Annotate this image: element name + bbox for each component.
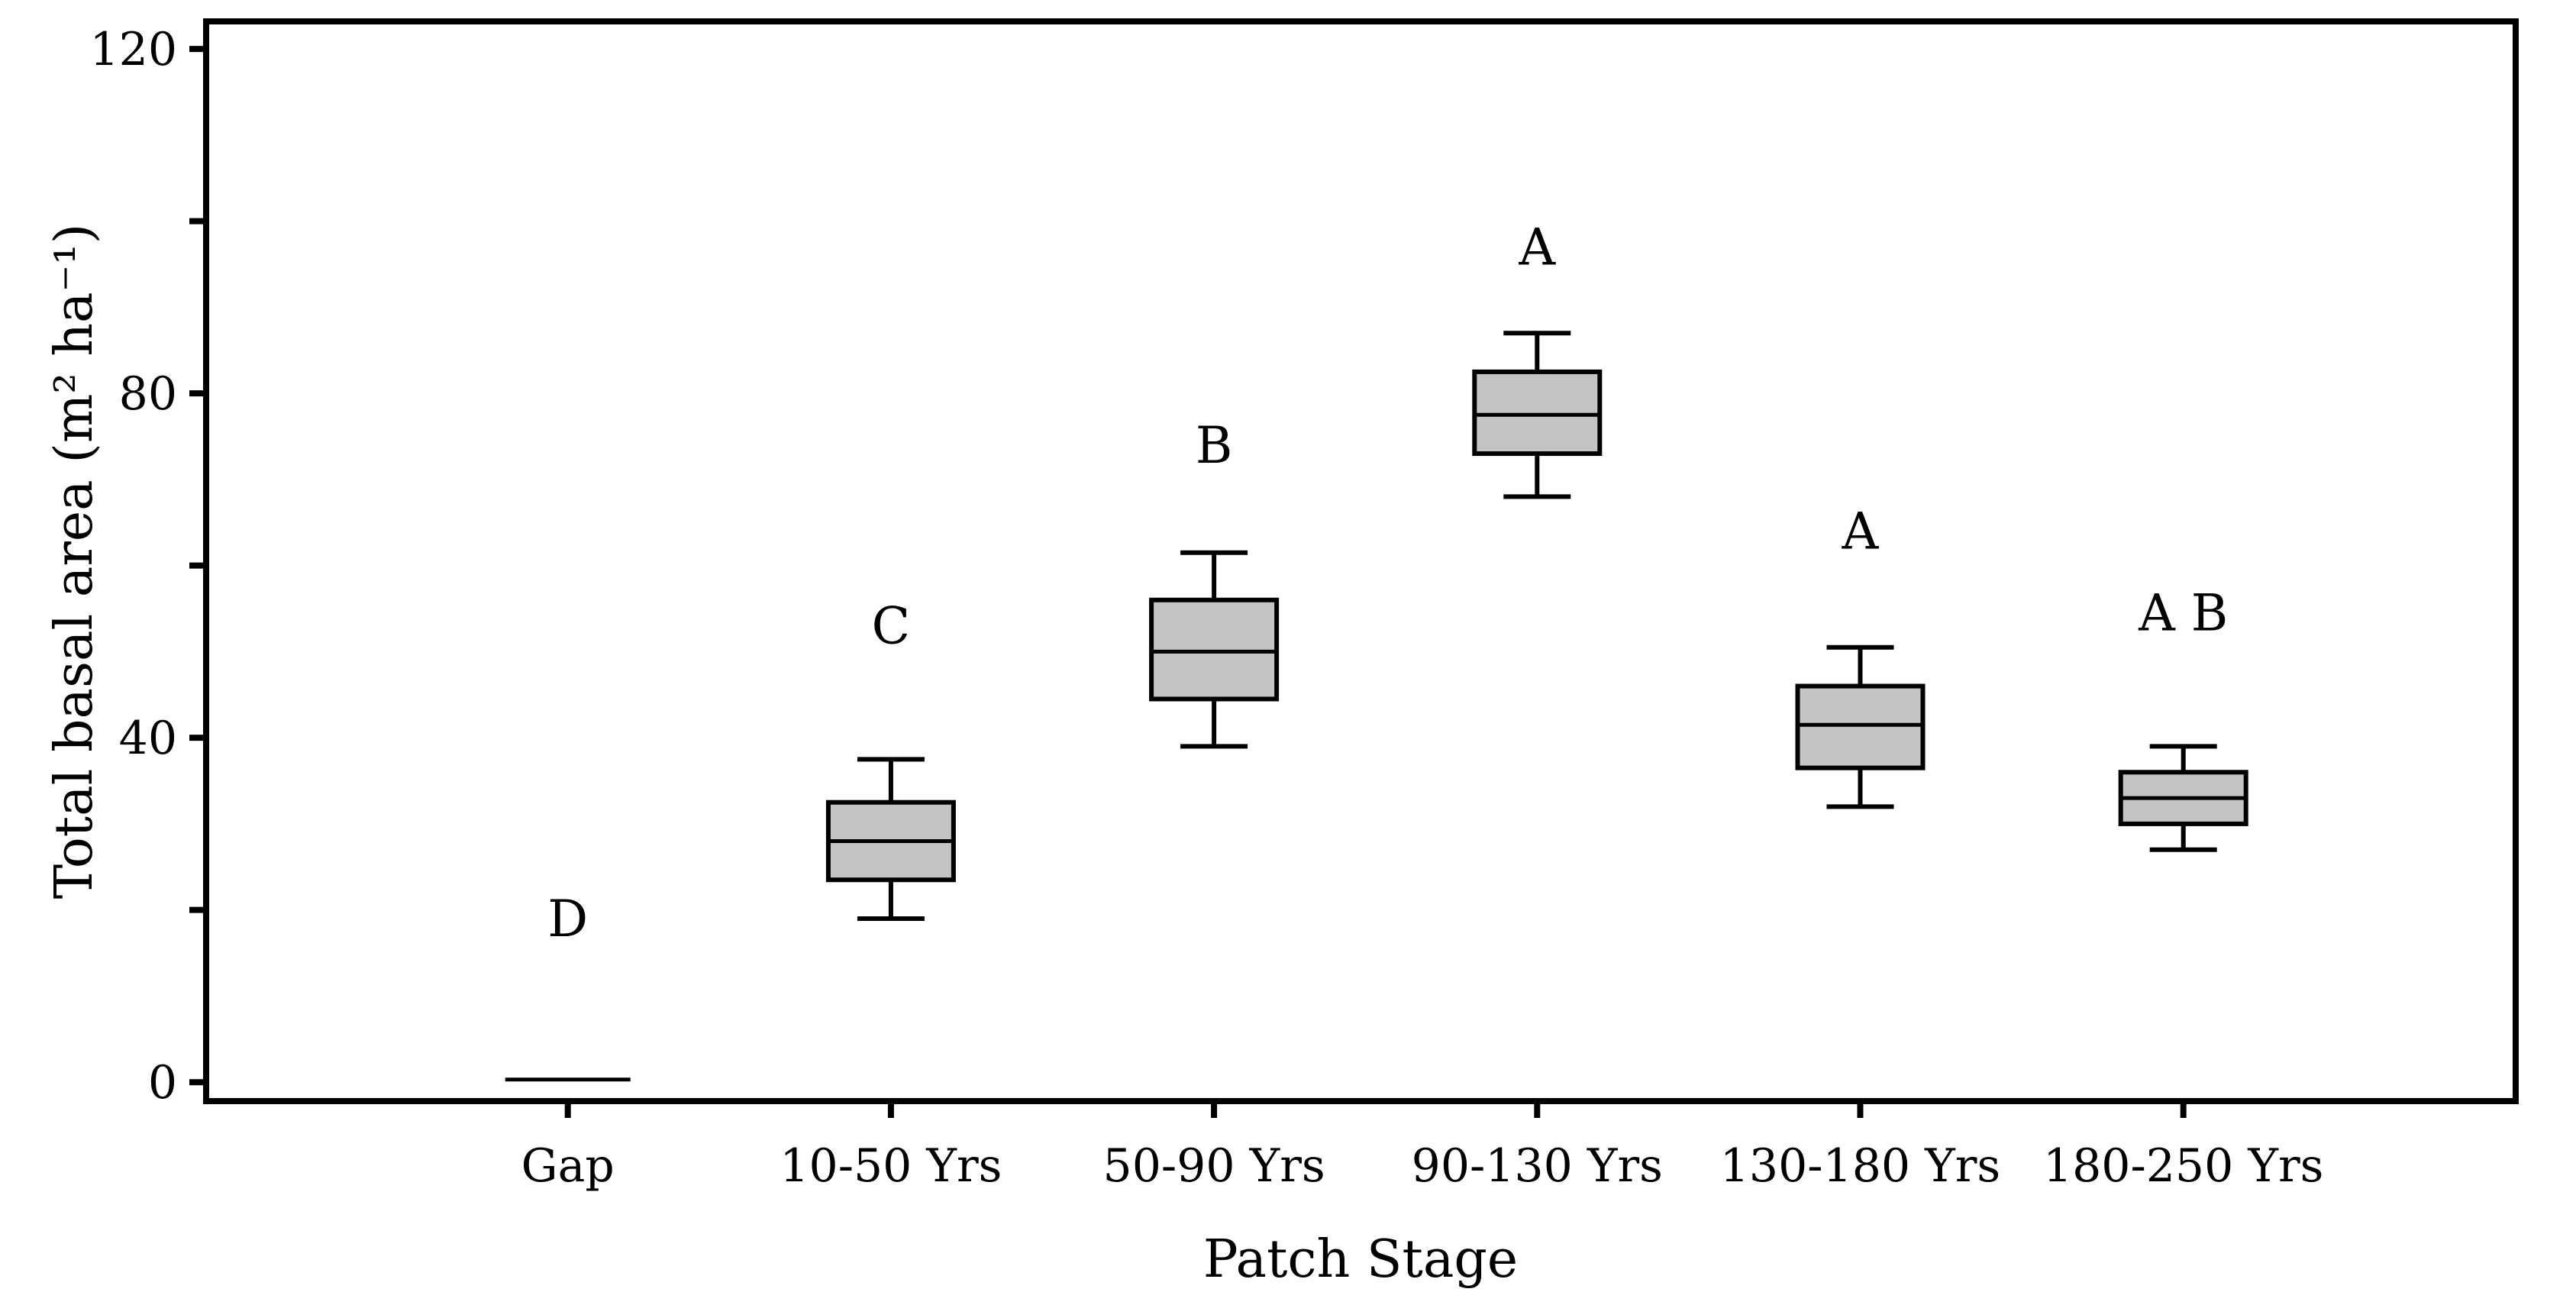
box-group [1795,644,1926,809]
box-group [825,757,956,921]
box-group [1472,331,1603,499]
y-tick-label: 80 [119,367,177,421]
x-tick-label: Gap [521,1139,615,1193]
significance-letter: A [1842,502,1880,561]
significance-letter: B [1196,416,1233,475]
box-rect [1149,597,1280,702]
x-tick-label: 130-180 Yrs [1720,1139,2000,1193]
y-tick-label: 0 [148,1056,177,1110]
significance-letters: D C B A A A B [547,218,2228,948]
significance-letter: A B [2138,584,2228,643]
x-axis-title: Patch Stage [1203,1229,1518,1290]
box-group [1149,550,1280,749]
box-group [2118,744,2248,852]
x-axis: Gap 10-50 Yrs 50-90 Yrs 90-130 Yrs 130-180 Y… [521,1101,2323,1193]
box-series [505,331,2248,1082]
significance-letter: C [872,597,911,656]
y-tick-label: 120 [89,23,177,76]
y-axis-title: Total basal area (m² ha⁻¹) [44,224,105,899]
x-tick-label: 90-130 Yrs [1412,1139,1663,1193]
y-axis: 0 40 80 120 [89,23,206,1110]
plot-frame [203,18,2519,1104]
x-tick-label: 180-250 Yrs [2043,1139,2323,1193]
significance-letter: D [547,890,588,948]
y-tick-label: 40 [119,712,177,765]
box-rect [1472,369,1603,457]
box-rect [1795,683,1926,770]
significance-letter: A [1518,218,1556,276]
x-tick-label: 10-50 Yrs [780,1139,1002,1193]
x-tick-label: 50-90 Yrs [1103,1139,1325,1193]
